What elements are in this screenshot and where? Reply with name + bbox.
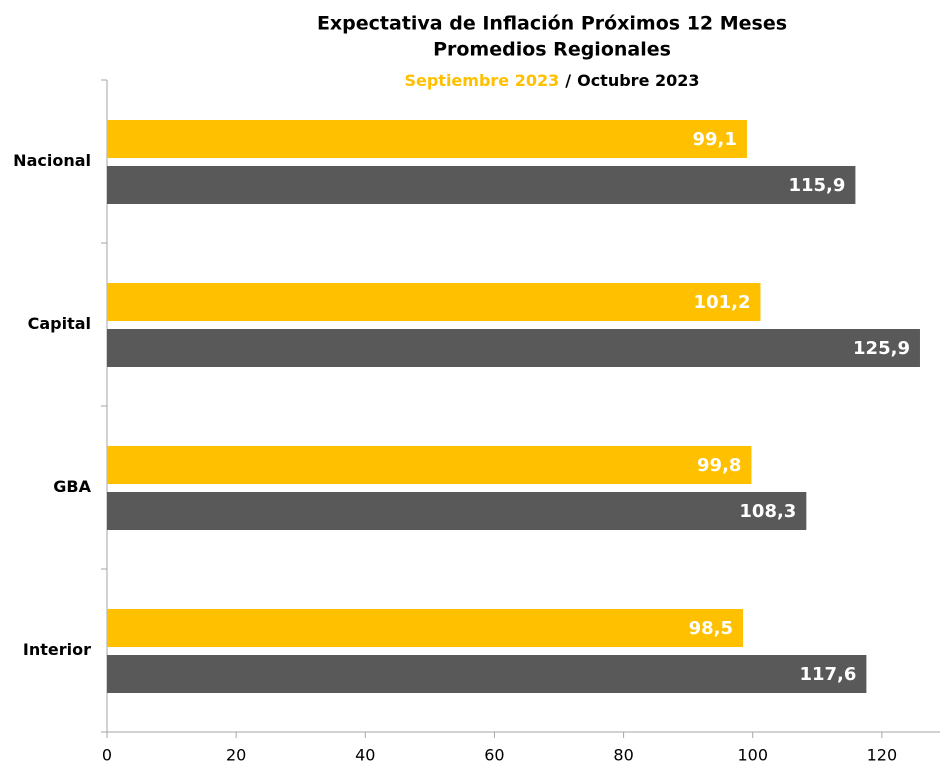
data-label: 125,9	[853, 338, 910, 359]
bar	[107, 166, 856, 204]
bar	[107, 655, 867, 693]
legend: Septiembre 2023 / Octubre 2023	[404, 71, 699, 90]
data-label: 101,2	[694, 292, 751, 313]
x-tick-label: 100	[737, 746, 768, 765]
data-label: 117,6	[799, 664, 856, 685]
x-tick-label: 80	[613, 746, 633, 765]
chart-subtitle: Promedios Regionales	[433, 39, 671, 61]
x-tick-label: 40	[355, 746, 375, 765]
data-label: 115,9	[788, 175, 845, 196]
legend-entry: Septiembre 2023	[404, 71, 559, 90]
x-tick-label: 0	[102, 746, 112, 765]
y-tick-label: Nacional	[13, 151, 91, 170]
y-tick-label: GBA	[53, 477, 91, 496]
chart-title: Expectativa de Inflación Próximos 12 Mes…	[317, 13, 787, 35]
data-label: 98,5	[689, 618, 733, 639]
bar	[107, 609, 744, 647]
data-label: 99,1	[693, 129, 737, 150]
y-tick-label: Capital	[28, 314, 91, 333]
data-label: 99,8	[697, 455, 741, 476]
legend-entry: Octubre 2023	[577, 71, 699, 90]
legend-separator: /	[565, 71, 571, 90]
x-tick-label: 20	[226, 746, 246, 765]
data-label: 108,3	[739, 501, 796, 522]
bar	[107, 446, 752, 484]
bar	[107, 120, 747, 158]
bar	[107, 329, 920, 367]
x-tick-label: 60	[484, 746, 504, 765]
x-tick-label: 120	[867, 746, 898, 765]
bar	[107, 283, 761, 321]
y-tick-label: Interior	[23, 640, 91, 659]
bar	[107, 492, 807, 530]
